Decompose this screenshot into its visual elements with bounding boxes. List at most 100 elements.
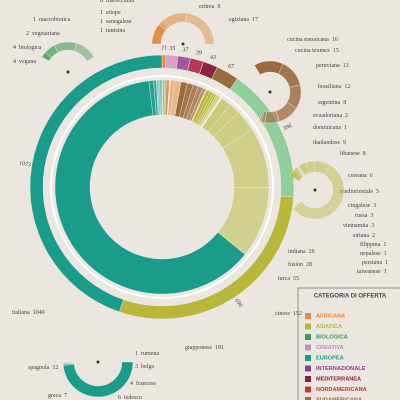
item-label: giapponese 181 (185, 345, 224, 351)
item-name: marocchina (106, 0, 134, 4)
item-name: tunisina (106, 28, 125, 34)
item-value: 12 (344, 84, 350, 90)
item-value: 8 (343, 100, 346, 106)
item-label: coreana 6 (348, 173, 373, 179)
item-value: 1 (100, 10, 103, 16)
item-value: 1 (33, 17, 36, 23)
item-value: 3 (135, 364, 138, 370)
legend-label: NORDAMERICANA (316, 387, 367, 393)
item-label: cingalese 3 (348, 203, 376, 209)
group-arc-segment (259, 110, 265, 122)
item-label: 4 biologica (13, 45, 42, 51)
group-dot (181, 42, 185, 46)
item-label: indiana 26 (288, 249, 315, 255)
item-value: 1040 (33, 310, 45, 316)
item-name: indiana (288, 249, 306, 255)
legend-swatch (305, 313, 311, 319)
ring-value-label: 11 (161, 45, 167, 51)
item-name: ecuadoriana (313, 113, 342, 119)
item-name: cingalese (348, 203, 371, 209)
item-label: filippina 1 (360, 241, 386, 248)
item-value: 12 (52, 365, 58, 371)
item-label: libanese 8 (340, 151, 366, 157)
item-label: 8 marocchina (100, 0, 134, 4)
item-value: 1 (100, 28, 103, 34)
item-label: 1 tunisina (100, 28, 125, 34)
legend-label: EUROPEA (316, 355, 344, 361)
item-name: peruviana (316, 63, 340, 69)
item-label: vietnamita 3 (343, 223, 374, 229)
item-name: macrobiotica (39, 17, 71, 23)
item-value: 28 (306, 262, 312, 268)
item-name: russa (355, 213, 368, 219)
item-value: 17 (252, 17, 258, 23)
item-value: 3 (373, 203, 376, 209)
ring-value-label: 35 (168, 46, 175, 52)
group-arc-segment (185, 13, 215, 45)
item-label: cucina messicana 16 (287, 37, 338, 43)
ring-segment (29, 54, 163, 313)
inner-segment (159, 79, 163, 116)
item-name: vegetariana (32, 31, 60, 37)
item-value: 4 (13, 59, 16, 65)
item-value: 55 (293, 276, 299, 282)
item-label: 3 belga (135, 364, 154, 370)
item-value: 8 (363, 151, 366, 157)
item-value: 2 (345, 113, 348, 119)
item-value: 8 (100, 0, 103, 4)
item-value: 6 (370, 173, 373, 179)
item-label: turca 55 (278, 276, 299, 282)
item-label: spagnola 12 (28, 365, 58, 371)
item-name: giapponese (185, 345, 212, 351)
group-dot (313, 188, 317, 192)
item-value: 26 (309, 249, 315, 255)
item-label: 1 senegalese (100, 19, 132, 25)
item-value: 9 (217, 4, 220, 10)
item-label: 6 tedesco (118, 395, 142, 400)
item-name: thailandese (313, 140, 340, 146)
item-name: belga (141, 364, 154, 370)
item-label: 1 etiope (100, 10, 121, 16)
item-name: turca (278, 276, 290, 282)
group-arc-segment (292, 199, 340, 220)
item-name: siriana (353, 233, 369, 239)
item-label: 1 macrobiotica (33, 17, 71, 23)
item-label: 4 vegana (13, 59, 36, 65)
item-value: 1 (344, 125, 347, 131)
ring-separator (50, 75, 274, 299)
item-name: greca (48, 393, 61, 399)
item-value: 1 (135, 351, 138, 357)
item-label: 2 vegetariana (26, 31, 60, 37)
ring-segment (161, 54, 167, 69)
item-name: biologica (19, 45, 42, 51)
item-name: cinese (275, 311, 290, 317)
item-label: greca 7 (48, 393, 67, 399)
group-dot (96, 360, 100, 364)
legend-swatch (305, 323, 311, 330)
item-name: rumena (141, 351, 159, 357)
item-value: 181 (215, 345, 224, 351)
item-name: coreana (348, 173, 367, 179)
item-label: fusion 28 (288, 261, 312, 268)
group-arc-segment (73, 42, 95, 62)
item-name: italiana (12, 310, 30, 316)
item-label: cinese 152 (275, 311, 302, 317)
item-label: 4 francese (130, 380, 156, 387)
ring-value-label: 1073 (18, 161, 31, 169)
ring-segment (165, 54, 179, 70)
item-label: taiwanese 1 (357, 269, 387, 275)
item-name: taiwanese (357, 269, 381, 275)
item-value: 7 (64, 393, 67, 399)
item-label: thailandese 9 (313, 140, 346, 146)
legend-swatch (305, 397, 311, 400)
item-name: eritrea (199, 4, 215, 10)
item-value: 3 (370, 213, 373, 219)
item-label: 1 rumena (135, 351, 159, 357)
legend-swatch (305, 355, 311, 361)
legend-swatch (305, 386, 311, 393)
item-name: etiope (106, 10, 121, 16)
ring-value-label: 43 (210, 54, 216, 61)
item-name: francese (136, 380, 156, 387)
item-label: nepalese 1 (360, 251, 387, 257)
item-label: eritrea 9 (199, 4, 220, 10)
